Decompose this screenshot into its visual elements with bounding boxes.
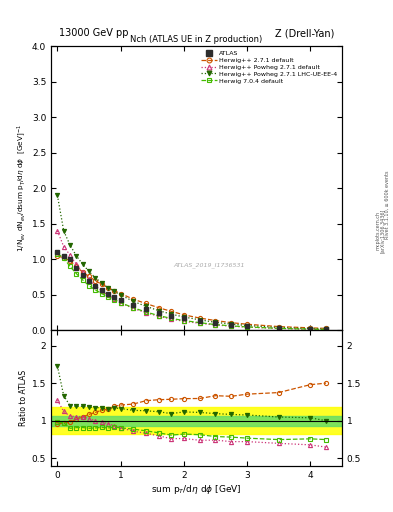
Y-axis label: 1/N$_{ev}$ dN$_{ev}$/dsum p$_T$/d$\eta$ d$\phi$  [GeV]$^{-1}$: 1/N$_{ev}$ dN$_{ev}$/dsum p$_T$/d$\eta$ …: [15, 124, 28, 252]
Legend: ATLAS, Herwig++ 2.7.1 default, Herwig++ Powheg 2.7.1 default, Herwig++ Powheg 2.: ATLAS, Herwig++ 2.7.1 default, Herwig++ …: [198, 48, 340, 86]
Text: ATLAS_2019_I1736531: ATLAS_2019_I1736531: [173, 262, 245, 268]
Text: Rivet 3.1.10, ≥ 600k events: Rivet 3.1.10, ≥ 600k events: [385, 170, 390, 239]
Y-axis label: Ratio to ATLAS: Ratio to ATLAS: [19, 370, 28, 426]
Title: Nch (ATLAS UE in Z production): Nch (ATLAS UE in Z production): [130, 35, 263, 44]
Text: Z (Drell-Yan): Z (Drell-Yan): [275, 28, 334, 38]
X-axis label: sum p$_T$/d$\eta$ d$\phi$ [GeV]: sum p$_T$/d$\eta$ d$\phi$ [GeV]: [151, 482, 242, 496]
Text: [arXiv:1306.3436]: [arXiv:1306.3436]: [380, 208, 385, 252]
Text: 13000 GeV pp: 13000 GeV pp: [59, 28, 129, 38]
Text: mcplots.cern.ch: mcplots.cern.ch: [375, 211, 380, 250]
